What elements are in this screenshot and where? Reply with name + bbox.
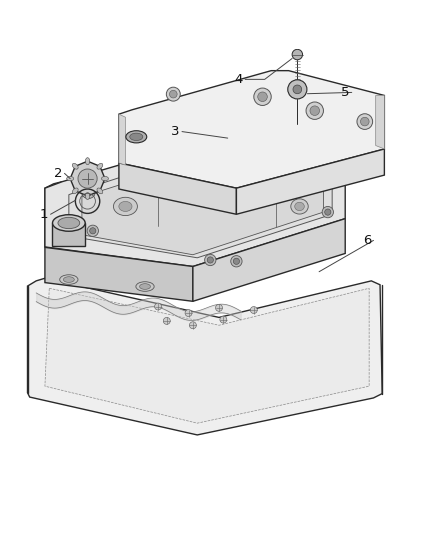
Ellipse shape [136, 282, 154, 292]
Ellipse shape [177, 182, 201, 201]
Circle shape [357, 114, 373, 130]
Circle shape [319, 168, 332, 182]
Circle shape [185, 310, 192, 317]
Ellipse shape [64, 277, 74, 282]
Circle shape [325, 209, 331, 215]
Polygon shape [237, 149, 385, 214]
Ellipse shape [237, 188, 261, 206]
Ellipse shape [291, 199, 308, 214]
Circle shape [163, 318, 170, 325]
Ellipse shape [182, 187, 195, 197]
Ellipse shape [72, 188, 78, 194]
Ellipse shape [119, 201, 132, 212]
Circle shape [322, 206, 333, 218]
Text: 1: 1 [40, 208, 48, 221]
Ellipse shape [102, 176, 109, 181]
Ellipse shape [97, 188, 103, 194]
Text: 6: 6 [363, 234, 371, 247]
Circle shape [220, 316, 227, 323]
Polygon shape [52, 223, 85, 246]
Circle shape [170, 90, 177, 98]
Circle shape [90, 228, 96, 234]
Circle shape [233, 258, 240, 264]
Circle shape [207, 257, 213, 263]
Polygon shape [70, 161, 105, 196]
Circle shape [293, 85, 302, 94]
Circle shape [87, 225, 99, 237]
Ellipse shape [85, 192, 90, 199]
Polygon shape [376, 95, 385, 149]
Polygon shape [119, 163, 237, 214]
Ellipse shape [58, 217, 80, 229]
Ellipse shape [140, 284, 150, 289]
Circle shape [205, 254, 216, 265]
Polygon shape [193, 219, 345, 301]
Circle shape [322, 172, 329, 179]
Ellipse shape [295, 202, 304, 211]
Circle shape [258, 92, 267, 102]
Polygon shape [45, 247, 193, 301]
Polygon shape [28, 278, 382, 435]
Circle shape [254, 88, 271, 106]
Circle shape [288, 80, 307, 99]
Circle shape [360, 117, 369, 126]
Ellipse shape [97, 164, 103, 169]
Circle shape [155, 303, 162, 310]
Text: 4: 4 [234, 73, 243, 86]
Ellipse shape [53, 215, 85, 231]
Ellipse shape [243, 192, 256, 202]
Polygon shape [119, 114, 125, 165]
Circle shape [189, 322, 196, 329]
Text: 5: 5 [341, 86, 350, 99]
Circle shape [251, 306, 257, 313]
Text: 3: 3 [171, 125, 180, 138]
Ellipse shape [85, 158, 90, 165]
Ellipse shape [126, 131, 147, 143]
Circle shape [81, 184, 95, 199]
Ellipse shape [67, 176, 74, 181]
Circle shape [231, 256, 242, 267]
Polygon shape [45, 288, 369, 423]
Ellipse shape [72, 164, 78, 169]
Circle shape [310, 106, 320, 116]
Ellipse shape [130, 133, 143, 141]
Circle shape [85, 188, 92, 196]
Ellipse shape [113, 197, 138, 215]
Polygon shape [69, 146, 332, 258]
Circle shape [306, 102, 323, 119]
Text: 2: 2 [54, 167, 62, 180]
Circle shape [78, 169, 97, 188]
Polygon shape [45, 136, 345, 266]
Ellipse shape [60, 275, 78, 284]
Polygon shape [45, 182, 62, 247]
Polygon shape [82, 154, 323, 255]
Circle shape [215, 304, 223, 311]
Circle shape [166, 87, 180, 101]
Circle shape [292, 50, 303, 60]
Polygon shape [119, 71, 385, 188]
